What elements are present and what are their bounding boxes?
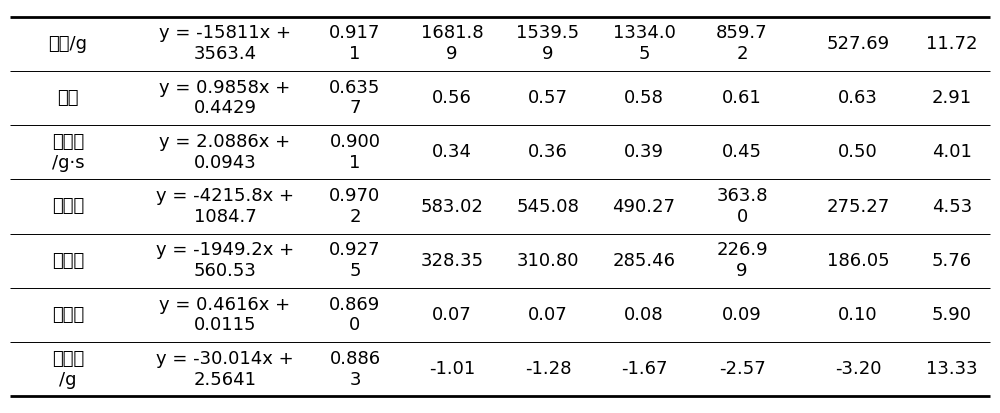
Text: 硬度/g: 硬度/g xyxy=(48,35,88,53)
Text: 859.7
2: 859.7 2 xyxy=(716,24,768,63)
Text: 0.869
0: 0.869 0 xyxy=(329,296,381,335)
Text: y = 2.0886x +
0.0943: y = 2.0886x + 0.0943 xyxy=(159,133,291,172)
Text: 弹性: 弹性 xyxy=(57,89,79,107)
Text: y = 0.9858x +
0.4429: y = 0.9858x + 0.4429 xyxy=(159,78,291,117)
Text: 4.53: 4.53 xyxy=(932,197,972,216)
Text: 545.08: 545.08 xyxy=(517,197,579,216)
Text: -1.28: -1.28 xyxy=(525,360,571,378)
Text: 285.46: 285.46 xyxy=(612,252,676,270)
Text: 0.56: 0.56 xyxy=(432,89,472,107)
Text: 0.50: 0.50 xyxy=(838,143,878,161)
Text: y = -4215.8x +
1084.7: y = -4215.8x + 1084.7 xyxy=(156,187,294,226)
Text: 0.917
1: 0.917 1 xyxy=(329,24,381,63)
Text: y = 0.4616x +
0.0115: y = 0.4616x + 0.0115 xyxy=(159,296,291,335)
Text: 363.8
0: 363.8 0 xyxy=(716,187,768,226)
Text: -3.20: -3.20 xyxy=(835,360,881,378)
Text: 4.01: 4.01 xyxy=(932,143,972,161)
Text: 0.09: 0.09 xyxy=(722,306,762,324)
Text: 0.61: 0.61 xyxy=(722,89,762,107)
Text: y = -15811x +
3563.4: y = -15811x + 3563.4 xyxy=(159,24,291,63)
Text: 0.900
1: 0.900 1 xyxy=(330,133,380,172)
Text: 13.33: 13.33 xyxy=(926,360,978,378)
Text: 11.72: 11.72 xyxy=(926,35,978,53)
Text: 0.635
7: 0.635 7 xyxy=(329,78,381,117)
Text: 0.886
3: 0.886 3 xyxy=(329,350,381,389)
Text: 0.10: 0.10 xyxy=(838,306,878,324)
Text: 0.07: 0.07 xyxy=(528,306,568,324)
Text: 490.27: 490.27 xyxy=(612,197,676,216)
Text: 0.39: 0.39 xyxy=(624,143,664,161)
Text: 0.970
2: 0.970 2 xyxy=(329,187,381,226)
Text: 5.76: 5.76 xyxy=(932,252,972,270)
Text: 胶着度: 胶着度 xyxy=(52,197,84,216)
Text: -1.01: -1.01 xyxy=(429,360,475,378)
Text: 1334.0
5: 1334.0 5 xyxy=(613,24,675,63)
Text: 0.58: 0.58 xyxy=(624,89,664,107)
Text: 5.90: 5.90 xyxy=(932,306,972,324)
Text: 1539.5
9: 1539.5 9 xyxy=(516,24,580,63)
Text: 粘附性
/g: 粘附性 /g xyxy=(52,350,84,389)
Text: 粘聚性
/g·s: 粘聚性 /g·s xyxy=(52,133,84,172)
Text: 0.57: 0.57 xyxy=(528,89,568,107)
Text: 583.02: 583.02 xyxy=(421,197,483,216)
Text: 226.9
9: 226.9 9 xyxy=(716,241,768,280)
Text: 527.69: 527.69 xyxy=(826,35,890,53)
Text: 回复性: 回复性 xyxy=(52,306,84,324)
Text: y = -30.014x +
2.5641: y = -30.014x + 2.5641 xyxy=(156,350,294,389)
Text: -1.67: -1.67 xyxy=(621,360,667,378)
Text: 275.27: 275.27 xyxy=(826,197,890,216)
Text: -2.57: -2.57 xyxy=(719,360,765,378)
Text: 0.63: 0.63 xyxy=(838,89,878,107)
Text: 0.927
5: 0.927 5 xyxy=(329,241,381,280)
Text: 310.80: 310.80 xyxy=(517,252,579,270)
Text: 0.34: 0.34 xyxy=(432,143,472,161)
Text: 0.08: 0.08 xyxy=(624,306,664,324)
Text: 2.91: 2.91 xyxy=(932,89,972,107)
Text: y = -1949.2x +
560.53: y = -1949.2x + 560.53 xyxy=(156,241,294,280)
Text: 0.45: 0.45 xyxy=(722,143,762,161)
Text: 186.05: 186.05 xyxy=(827,252,889,270)
Text: 328.35: 328.35 xyxy=(420,252,484,270)
Text: 1681.8
9: 1681.8 9 xyxy=(421,24,483,63)
Text: 0.07: 0.07 xyxy=(432,306,472,324)
Text: 咀嚼度: 咀嚼度 xyxy=(52,252,84,270)
Text: 0.36: 0.36 xyxy=(528,143,568,161)
